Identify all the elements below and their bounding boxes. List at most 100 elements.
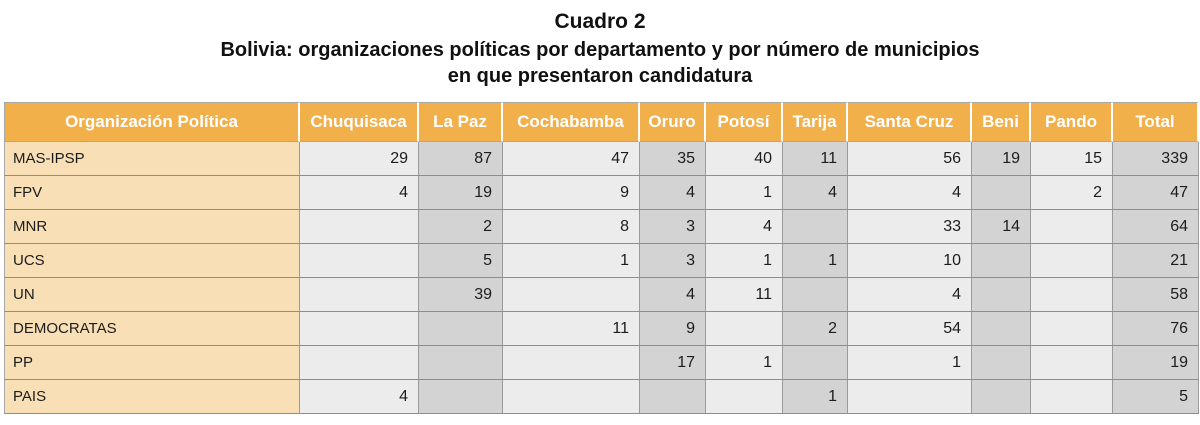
column-header: Pando (1031, 102, 1113, 142)
total-cell: 47 (1113, 176, 1199, 210)
count-cell: 4 (706, 210, 783, 244)
count-cell: 9 (640, 312, 706, 346)
count-cell: 4 (848, 176, 972, 210)
count-cell (419, 380, 503, 414)
count-cell: 11 (706, 278, 783, 312)
count-cell: 1 (848, 346, 972, 380)
count-cell (300, 312, 419, 346)
count-cell (972, 278, 1031, 312)
count-cell: 39 (419, 278, 503, 312)
count-cell: 19 (419, 176, 503, 210)
column-header: Organización Política (4, 102, 300, 142)
column-header: Santa Cruz (848, 102, 972, 142)
column-header: Beni (972, 102, 1031, 142)
count-cell: 11 (783, 142, 848, 176)
count-cell: 1 (503, 244, 640, 278)
party-name-cell: MNR (4, 210, 300, 244)
count-cell: 87 (419, 142, 503, 176)
count-cell (1031, 210, 1113, 244)
table-title: Cuadro 2 (554, 10, 646, 33)
party-name-cell: UCS (4, 244, 300, 278)
count-cell (503, 346, 640, 380)
count-cell: 15 (1031, 142, 1113, 176)
count-cell: 56 (848, 142, 972, 176)
count-cell: 2 (419, 210, 503, 244)
total-cell: 21 (1113, 244, 1199, 278)
count-cell: 4 (640, 176, 706, 210)
count-cell (1031, 244, 1113, 278)
count-cell: 19 (972, 142, 1031, 176)
count-cell: 1 (783, 244, 848, 278)
count-cell: 10 (848, 244, 972, 278)
count-cell (783, 346, 848, 380)
party-name-cell: PP (4, 346, 300, 380)
count-cell: 40 (706, 142, 783, 176)
count-cell: 4 (848, 278, 972, 312)
total-cell: 64 (1113, 210, 1199, 244)
count-cell (706, 312, 783, 346)
count-cell (300, 244, 419, 278)
count-cell (972, 346, 1031, 380)
count-cell (640, 380, 706, 414)
count-cell: 33 (848, 210, 972, 244)
table-subtitle-line1: Bolivia: organizaciones políticas por de… (220, 39, 980, 61)
column-header: Oruro (640, 102, 706, 142)
count-cell: 2 (783, 312, 848, 346)
count-cell (706, 380, 783, 414)
column-header: Potosí (706, 102, 783, 142)
count-cell: 3 (640, 244, 706, 278)
count-cell (300, 278, 419, 312)
count-cell: 4 (783, 176, 848, 210)
count-cell (419, 312, 503, 346)
column-header: Tarija (783, 102, 848, 142)
party-name-cell: PAIS (4, 380, 300, 414)
column-header: Cochabamba (503, 102, 640, 142)
total-cell: 58 (1113, 278, 1199, 312)
count-cell (1031, 380, 1113, 414)
party-name-cell: DEMOCRATAS (4, 312, 300, 346)
count-cell (783, 278, 848, 312)
count-cell: 4 (300, 176, 419, 210)
count-cell: 8 (503, 210, 640, 244)
count-cell: 4 (300, 380, 419, 414)
count-cell (503, 380, 640, 414)
total-cell: 339 (1113, 142, 1199, 176)
count-cell: 2 (1031, 176, 1113, 210)
count-cell (419, 346, 503, 380)
table-row: UN 39 4 11 4 58 (4, 278, 1199, 312)
column-header: La Paz (419, 102, 503, 142)
count-cell: 3 (640, 210, 706, 244)
count-cell: 11 (503, 312, 640, 346)
count-cell (300, 210, 419, 244)
total-cell: 5 (1113, 380, 1199, 414)
count-cell (972, 380, 1031, 414)
total-cell: 76 (1113, 312, 1199, 346)
party-name-cell: FPV (4, 176, 300, 210)
table-body: MAS-IPSP 29 87 47 35 40 11 56 19 15 339 FPV 4 19 9 4 1 4 4… (4, 142, 1199, 414)
count-cell (300, 346, 419, 380)
table-row: MNR 2 8 3 4 33 14 64 (4, 210, 1199, 244)
count-cell (1031, 278, 1113, 312)
table-row: DEMOCRATAS 11 9 2 54 76 (4, 312, 1199, 346)
count-cell: 9 (503, 176, 640, 210)
count-cell (848, 380, 972, 414)
party-name-cell: UN (4, 278, 300, 312)
count-cell: 1 (706, 176, 783, 210)
table-row: FPV 4 19 9 4 1 4 4 2 47 (4, 176, 1199, 210)
table-header-row: Organización Política Chuquisaca La Paz … (4, 102, 1199, 142)
table-row: UCS 5 1 3 1 1 10 21 (4, 244, 1199, 278)
count-cell: 4 (640, 278, 706, 312)
count-cell: 35 (640, 142, 706, 176)
party-name-cell: MAS-IPSP (4, 142, 300, 176)
count-cell: 1 (783, 380, 848, 414)
count-cell (972, 312, 1031, 346)
count-cell: 5 (419, 244, 503, 278)
count-cell: 1 (706, 346, 783, 380)
data-table: Organización Política Chuquisaca La Paz … (4, 102, 1199, 414)
count-cell (1031, 346, 1113, 380)
count-cell: 1 (706, 244, 783, 278)
table-row: MAS-IPSP 29 87 47 35 40 11 56 19 15 339 (4, 142, 1199, 176)
count-cell (503, 278, 640, 312)
column-header: Total (1113, 102, 1199, 142)
count-cell: 14 (972, 210, 1031, 244)
